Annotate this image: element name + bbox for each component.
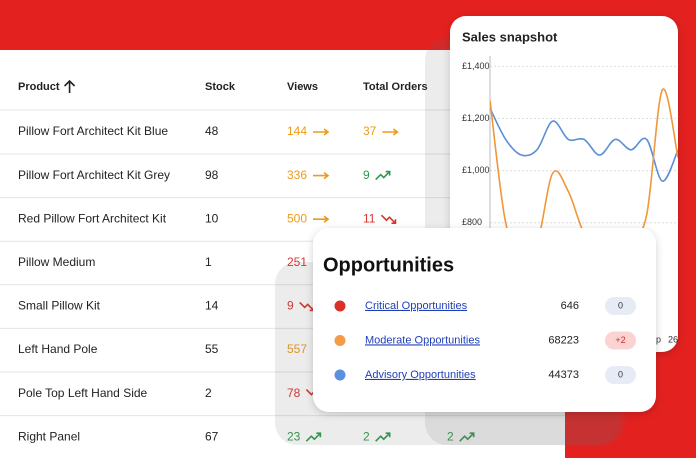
table-cell: 48 xyxy=(205,124,219,138)
badge-text: 0 xyxy=(618,300,623,310)
table-cell: 14 xyxy=(205,299,219,313)
line-series xyxy=(490,88,678,228)
x-tick-label: ep xyxy=(651,334,661,344)
table-cell: 2 xyxy=(447,429,454,443)
badge-text: +2 xyxy=(615,335,625,345)
table-cell: 251 xyxy=(287,255,307,269)
y-tick-label: £1,400 xyxy=(462,61,490,71)
table-cell: Pillow Fort Architect Kit Blue xyxy=(18,124,168,138)
table-cell: Right Panel xyxy=(18,429,80,443)
table-cell: Pillow Fort Architect Kit Grey xyxy=(18,168,170,182)
table-cell: 55 xyxy=(205,342,219,356)
trend-icon xyxy=(305,432,322,442)
sort-icon xyxy=(63,79,76,93)
y-tick-label: £1,200 xyxy=(462,113,490,123)
card-title: Opportunities xyxy=(323,254,454,276)
table-cell: Pillow Medium xyxy=(18,255,95,269)
table-cell: 9 xyxy=(287,299,294,313)
table-cell: 9 xyxy=(363,168,370,182)
table-cell: 67 xyxy=(205,429,219,443)
opportunity-count: 68223 xyxy=(548,334,579,346)
line-series xyxy=(490,107,678,182)
trend-icon xyxy=(375,432,391,442)
card-title: Sales snapshot xyxy=(462,29,558,44)
table-cell: Pole Top Left Hand Side xyxy=(18,386,148,400)
table-cell: 37 xyxy=(363,124,377,138)
column-header: Stock xyxy=(205,81,236,93)
badge xyxy=(605,366,636,384)
trend-icon xyxy=(313,215,330,223)
status-dot xyxy=(334,300,346,312)
opportunity-count: 646 xyxy=(561,300,579,312)
table-cell: 144 xyxy=(287,124,307,138)
trend-icon xyxy=(459,432,475,442)
table-cell: 78 xyxy=(287,386,301,400)
table-cell: 500 xyxy=(287,211,307,225)
trend-icon xyxy=(313,171,330,180)
table-cell: 98 xyxy=(205,168,219,182)
column-header: Total Orders xyxy=(363,81,428,93)
table-cell: Red Pillow Fort Architect Kit xyxy=(18,211,167,225)
trend-icon xyxy=(382,128,399,136)
table-cell: 557 xyxy=(287,342,307,356)
table-cell: 336 xyxy=(287,168,307,182)
table-cell: Left Hand Pole xyxy=(18,342,98,356)
badge-text: 0 xyxy=(618,369,623,379)
status-dot xyxy=(334,335,346,346)
opportunity-link[interactable]: Advisory Opportunities xyxy=(365,369,476,381)
column-header[interactable]: Product xyxy=(18,81,60,93)
status-dot xyxy=(334,369,346,381)
opportunities-card xyxy=(313,228,656,412)
column-header: Views xyxy=(287,81,318,93)
table-cell: 11 xyxy=(363,211,376,225)
opportunity-count: 44373 xyxy=(548,369,579,381)
table-cell: 2 xyxy=(363,429,370,443)
trend-icon xyxy=(375,170,391,181)
trend-icon xyxy=(313,128,330,136)
plot xyxy=(490,88,678,228)
x-tick-label: 26 xyxy=(668,334,678,344)
opportunity-link[interactable]: Critical Opportunities xyxy=(365,300,468,312)
table-cell: 1 xyxy=(205,255,212,269)
table-cell: 2 xyxy=(205,386,212,400)
trend-icon xyxy=(380,214,397,224)
badge xyxy=(605,331,636,350)
opportunity-link[interactable]: Moderate Opportunities xyxy=(365,334,480,346)
table-cell: Small Pillow Kit xyxy=(18,299,101,313)
badge xyxy=(605,297,636,315)
table-cell: 23 xyxy=(287,429,301,443)
y-tick-label: £1,000 xyxy=(462,165,490,175)
y-tick-label: £800 xyxy=(462,217,482,227)
table-cell: 10 xyxy=(205,211,219,225)
